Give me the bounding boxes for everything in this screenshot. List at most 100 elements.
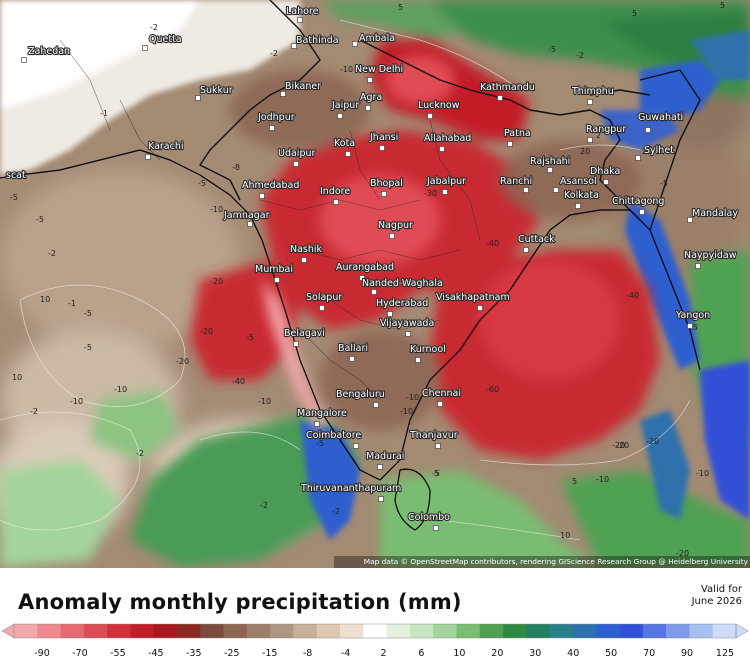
city-dot <box>435 443 441 449</box>
city-marker: Jabalpur <box>425 175 467 195</box>
contour-label: -20 <box>612 441 625 450</box>
city-marker: Naypyidaw <box>683 249 738 269</box>
city-marker: Lucknow <box>417 99 461 119</box>
contour-label: -60 <box>486 385 499 394</box>
city-dot <box>645 127 651 133</box>
city-marker: Patna <box>503 127 532 147</box>
contour-label: -20 <box>616 441 629 450</box>
legend-tick-label: 10 <box>453 648 465 659</box>
city-label: Kathmandu <box>480 82 535 93</box>
city-label: Agra <box>360 92 382 103</box>
city-dot <box>523 247 529 253</box>
legend-swatch <box>223 624 248 638</box>
legend-swatch <box>37 624 61 638</box>
contour-label: -2 <box>260 501 268 510</box>
contour-label: -5 <box>246 333 254 342</box>
city-marker: Guwahati <box>637 111 684 133</box>
valid-date: June 2026 <box>691 596 742 607</box>
contour-label: -20 <box>176 357 189 366</box>
contour-label: -5 <box>690 323 698 332</box>
legend-swatch <box>712 624 737 638</box>
city-label: Indore <box>320 186 350 197</box>
city-label: Ranchi <box>500 176 532 187</box>
city-dot <box>523 187 529 193</box>
city-marker: New Delhi <box>354 63 404 83</box>
positive-anomaly-blue <box>300 30 750 540</box>
contour-label-group: 5 -5 -2 5 -10 -2 -1 -5 -5 -8 -5 -10 -2 -… <box>10 1 725 558</box>
city-label: Ahmedabad <box>242 180 299 191</box>
city-marker: Rajshahi <box>529 155 571 173</box>
city-marker: Solapur <box>305 291 343 311</box>
legend-tick-label: -15 <box>262 648 278 659</box>
legend-swatch <box>83 624 108 638</box>
city-dot <box>301 257 307 263</box>
city-marker: Thiruvananthapuram <box>299 482 402 502</box>
legend-swatch <box>526 624 550 638</box>
city-label: Patna <box>504 128 531 139</box>
city-label: Dhaka <box>590 166 620 177</box>
city-label: Bhopal <box>370 178 403 189</box>
city-label: Sylhet <box>644 145 674 156</box>
contour-label: -20 <box>210 277 223 286</box>
legend-canvas: -90 -70 -55 -45 -35 -25 -15 -8 -4 2 6 10 20 30 40 50 70 9… <box>1 623 749 659</box>
city-marker: Mumbai <box>254 263 294 283</box>
city-label: Chittagong <box>612 196 664 207</box>
legend-tick-labels: -90 -70 -55 -45 -35 -25 -15 -8 -4 2 6 10 20 30 40 50 70 9… <box>34 648 734 659</box>
city-marker: Sylhet <box>635 144 675 161</box>
city-label: Coimbatore <box>306 430 361 441</box>
contour-label: 5 <box>434 469 439 478</box>
city-dot <box>21 57 27 63</box>
contour-label: -2 <box>48 249 56 258</box>
city-marker: Nanded-Waghala <box>361 277 444 295</box>
contour-label: -10 <box>258 397 271 406</box>
city-marker: Aurangabad <box>335 261 395 281</box>
city-dot <box>378 496 384 502</box>
country-borders <box>199 0 701 231</box>
city-label: Rajshahi <box>530 156 570 167</box>
contour-label: -20 <box>646 437 659 446</box>
contour-label: -10 <box>696 469 709 478</box>
city-marker: Quetta <box>142 33 183 51</box>
city-dot <box>353 443 359 449</box>
city-label: Zahedan <box>28 46 70 57</box>
map-attribution: Map data © OpenStreetMap contributors, r… <box>334 556 750 568</box>
city-marker: Zahedan <box>21 45 71 63</box>
city-dot <box>377 464 383 470</box>
state-borders <box>59 39 481 401</box>
city-marker: Lahore <box>285 5 320 23</box>
legend-swatch <box>596 624 620 638</box>
contour-label: 20 <box>642 147 652 156</box>
city-marker: Jhansi <box>368 131 399 151</box>
contour-label: -20 <box>498 177 511 186</box>
legend-swatch <box>60 624 85 638</box>
city-dot <box>635 155 641 161</box>
city-dot <box>259 193 265 199</box>
city-marker: Bikaner <box>280 80 322 97</box>
legend-swatch <box>666 624 690 638</box>
contour-label: -5 <box>198 179 206 188</box>
city-marker: Belagavi <box>283 327 326 347</box>
contour-label: -10 <box>70 397 83 406</box>
legend-tick-label: 50 <box>605 648 617 659</box>
city-marker: Madurai <box>365 450 406 470</box>
contour-label: 10 <box>40 295 50 304</box>
contour-label: -10 <box>400 407 413 416</box>
contour-label: -5 <box>84 343 92 352</box>
legend-swatch <box>200 624 224 638</box>
city-dot <box>439 146 445 152</box>
city-marker: Mangalore <box>296 407 348 427</box>
city-label: Kota <box>334 138 355 149</box>
contour-label: 5 <box>632 9 637 18</box>
coastline <box>0 149 701 531</box>
city-dot <box>387 311 393 317</box>
city-dot <box>553 187 559 193</box>
contour-label: -40 <box>626 291 639 300</box>
city-dot <box>145 154 151 160</box>
contour-label: -5 <box>10 193 18 202</box>
legend-swatch <box>479 624 504 638</box>
city-marker: Kota <box>333 137 356 157</box>
city-dot <box>280 91 286 97</box>
legend-tick-label: 70 <box>643 648 655 659</box>
contour-label: -5 <box>432 469 440 478</box>
city-marker: Kolkata <box>563 189 600 209</box>
